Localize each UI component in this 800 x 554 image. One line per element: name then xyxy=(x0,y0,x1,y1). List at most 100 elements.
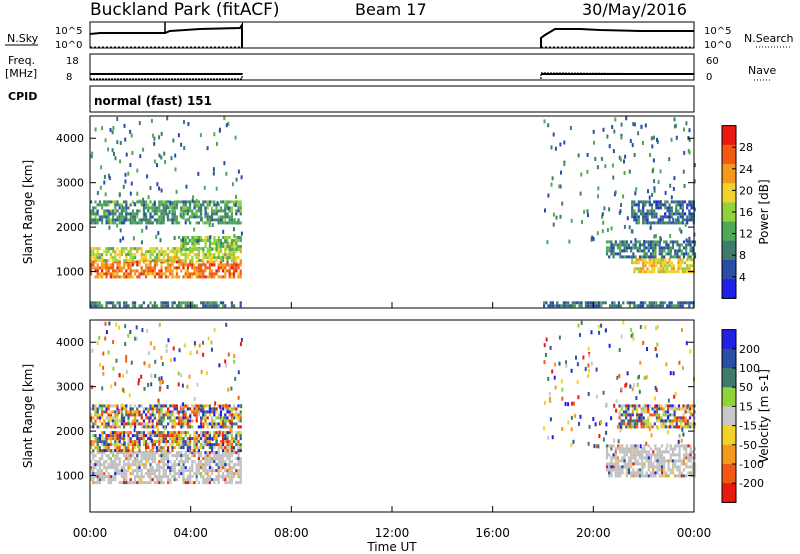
power-cell xyxy=(645,246,648,250)
power-sparse-point xyxy=(224,239,227,244)
velocity-sparse-point xyxy=(545,337,548,342)
power-cell xyxy=(167,253,170,257)
velocity-cell xyxy=(627,447,631,451)
velocity-sparse-point xyxy=(227,387,230,392)
power-cell xyxy=(622,301,625,305)
velocity-cell xyxy=(656,450,659,454)
power-cell xyxy=(668,270,671,274)
velocity-cell xyxy=(623,456,626,460)
power-sparse-point xyxy=(693,179,696,184)
velocity-cell xyxy=(107,416,110,420)
power-cell xyxy=(653,221,656,225)
velocity-cell xyxy=(173,404,176,408)
velocity-sparse-point xyxy=(125,369,128,374)
power-cell xyxy=(189,215,192,219)
power-cell xyxy=(211,253,214,257)
power-sparse-point xyxy=(693,207,696,212)
velocity-cell xyxy=(182,475,185,479)
velocity-cell xyxy=(689,450,692,454)
power-cell xyxy=(98,203,101,207)
velocity-cell xyxy=(114,410,117,414)
power-sparse-point xyxy=(653,234,656,239)
velocity-cell xyxy=(101,454,104,458)
power-cell xyxy=(686,218,689,222)
velocity-cell xyxy=(224,416,227,420)
velocity-cell xyxy=(213,419,216,423)
velocity-cell xyxy=(658,465,661,469)
velocity-cell xyxy=(96,425,99,429)
velocity-sparse-point xyxy=(677,439,680,444)
power-cell xyxy=(164,266,167,270)
power-cell xyxy=(96,259,99,263)
velocity-sparse-point xyxy=(181,422,184,427)
power-colorbar-tick-label: 16 xyxy=(739,206,753,219)
power-cell xyxy=(193,206,196,210)
power-cell xyxy=(197,256,200,260)
power-cell xyxy=(664,200,667,204)
power-cell xyxy=(206,301,209,305)
power-cell xyxy=(105,218,108,222)
power-cell xyxy=(661,264,665,268)
velocity-cell xyxy=(667,450,670,454)
velocity-cell xyxy=(134,434,137,438)
velocity-cell xyxy=(200,466,203,470)
power-cell xyxy=(101,272,104,276)
power-cell xyxy=(173,250,176,254)
power-cell xyxy=(136,250,139,254)
power-sparse-point xyxy=(119,140,122,145)
power-cell xyxy=(195,215,198,219)
velocity-cell xyxy=(653,422,656,426)
power-cell xyxy=(153,259,156,263)
velocity-sparse-point xyxy=(631,332,634,337)
velocity-cell xyxy=(107,407,110,411)
velocity-cell xyxy=(96,475,99,479)
velocity-sparse-point xyxy=(633,423,636,427)
power-cell xyxy=(107,247,110,251)
velocity-cell xyxy=(136,410,139,414)
power-cell xyxy=(233,256,236,260)
power-cell xyxy=(556,304,559,308)
power-cell xyxy=(197,263,200,267)
power-cell xyxy=(675,270,678,274)
power-cell xyxy=(219,221,222,225)
velocity-cell xyxy=(98,460,101,464)
velocity-sparse-point xyxy=(165,343,168,348)
velocity-cell xyxy=(636,450,639,454)
power-cell xyxy=(230,253,233,257)
power-cell xyxy=(665,243,668,247)
power-cell xyxy=(637,203,640,207)
velocity-cell xyxy=(160,431,163,435)
power-cell xyxy=(149,206,152,210)
power-cell xyxy=(239,206,242,210)
nave-trace xyxy=(90,72,695,80)
velocity-cell xyxy=(237,443,240,447)
velocity-cell xyxy=(182,472,185,476)
velocity-cell xyxy=(222,463,225,467)
velocity-cell xyxy=(195,440,198,444)
velocity-cell xyxy=(677,425,681,429)
velocity-cell xyxy=(92,449,95,453)
power-cell xyxy=(164,206,167,210)
velocity-cell xyxy=(649,456,653,460)
power-cell xyxy=(663,240,666,244)
power-cell xyxy=(217,275,220,279)
power-cell xyxy=(167,275,170,279)
power-cell xyxy=(158,253,161,257)
power-sparse-point xyxy=(153,136,156,141)
power-cell xyxy=(646,221,649,225)
power-cell xyxy=(109,275,112,279)
velocity-cell xyxy=(630,471,633,475)
power-sparse-point xyxy=(213,132,216,137)
velocity-sparse-point xyxy=(107,422,110,427)
power-cell xyxy=(156,209,159,213)
power-cell xyxy=(158,275,161,279)
power-cell xyxy=(685,252,688,256)
velocity-cell xyxy=(647,419,650,423)
power-cell xyxy=(191,272,194,276)
power-cell xyxy=(230,248,234,251)
velocity-cell xyxy=(164,437,167,441)
velocity-cell xyxy=(636,419,639,423)
power-cell xyxy=(230,250,233,254)
power-sparse-point xyxy=(131,151,134,155)
velocity-cell xyxy=(160,449,163,453)
